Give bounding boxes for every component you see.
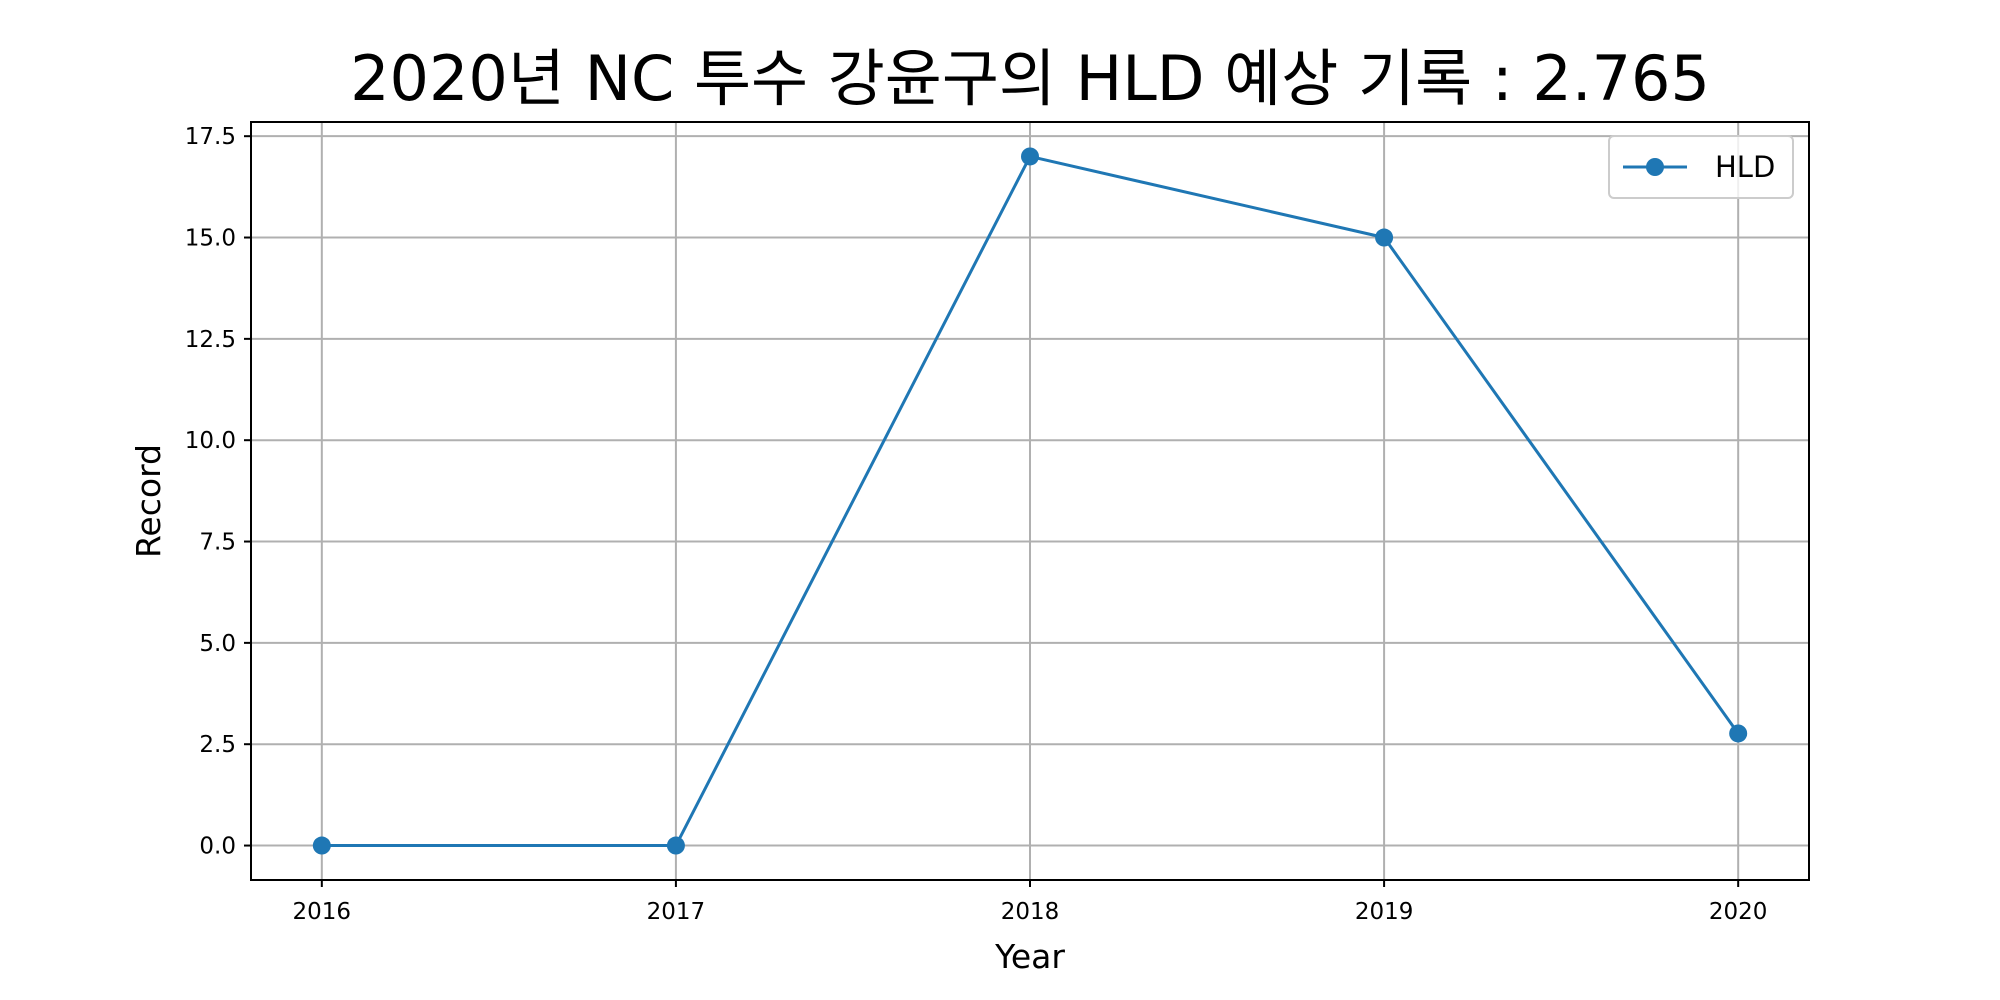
x-axis-label: Year [994, 937, 1065, 976]
x-tick-label: 2018 [1001, 899, 1060, 925]
y-tick-label: 0.0 [199, 834, 236, 860]
grid-lines [251, 122, 1809, 880]
data-point [1375, 228, 1394, 247]
y-tick-label: 15.0 [185, 226, 236, 252]
x-tick-label: 2016 [293, 899, 352, 925]
y-tick-label: 2.5 [199, 732, 236, 758]
y-tick-label: 17.5 [185, 124, 236, 150]
legend-marker-hld [1646, 158, 1664, 176]
y-tick-label: 12.5 [185, 327, 236, 353]
data-point [312, 836, 331, 855]
legend-label-hld: HLD [1715, 150, 1775, 184]
data-point [1729, 724, 1748, 743]
y-tick-label: 10.0 [185, 428, 236, 454]
y-axis-label: Record [129, 444, 168, 558]
chart-title: 2020년 NC 투수 강윤구의 HLD 예상 기록 : 2.765 [350, 42, 1710, 115]
x-tick-label: 2017 [647, 899, 706, 925]
y-tick-label: 7.5 [199, 530, 236, 556]
x-tick-label: 2020 [1709, 899, 1768, 925]
legend-box [1608, 135, 1794, 199]
data-point [1021, 147, 1039, 166]
series-layer [312, 147, 1748, 855]
x-axis-ticks: 2016 2017 2018 2019 2020 [293, 880, 1768, 925]
y-axis-ticks: 0.0 2.5 5.0 7.5 10.0 12.5 15.0 17.5 [185, 124, 251, 860]
data-point [666, 836, 685, 855]
legend: HLD [1608, 135, 1794, 199]
y-tick-label: 5.0 [199, 631, 236, 657]
x-tick-label: 2019 [1355, 899, 1414, 925]
